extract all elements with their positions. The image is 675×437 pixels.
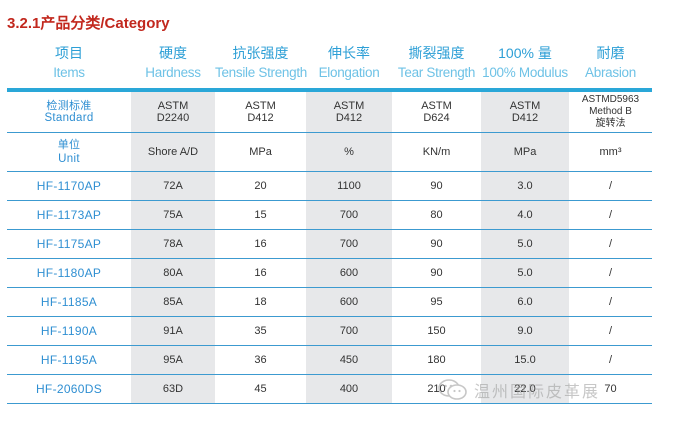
watermark-text: 温州国际皮革展: [474, 384, 601, 401]
cell-hardness: 63D: [131, 374, 215, 404]
section-title: 3.2.1产品分类/Category: [7, 15, 170, 32]
cell-model: HF-1190A: [7, 316, 131, 346]
cell-tensile: 16: [215, 229, 306, 259]
cell-abrasion: /: [569, 229, 652, 259]
header-row: 项目 Items 硬度 Hardness 抗张强度 Tensile Strength …: [7, 38, 652, 92]
cell-elongation: 700: [306, 200, 392, 230]
cell-elongation: 400: [306, 374, 392, 404]
cell-hardness: 78A: [131, 229, 215, 259]
cell-modulus: 4.0: [481, 200, 569, 230]
cell-model: HF-1185A: [7, 287, 131, 317]
cell-model: HF-1170AP: [7, 171, 131, 201]
product-row: HF-1175AP 78A 16 700 90 5.0/: [7, 229, 652, 259]
standard-label: 检测标准 Standard: [7, 90, 131, 133]
unit-modulus: MPa: [481, 132, 569, 172]
cell-hardness: 85A: [131, 287, 215, 317]
standard-modulus: ASTM D412: [481, 90, 569, 133]
cell-tear: 90: [392, 258, 481, 288]
product-row: HF-1185A 85A 18 600 95 6.0/: [7, 287, 652, 317]
unit-elongation: %: [306, 132, 392, 172]
cell-tear: 95: [392, 287, 481, 317]
cell-elongation: 700: [306, 229, 392, 259]
cell-tensile: 18: [215, 287, 306, 317]
cell-hardness: 80A: [131, 258, 215, 288]
cell-model: HF-1180AP: [7, 258, 131, 288]
cell-tear: 90: [392, 171, 481, 201]
standard-abrasion: ASTMD5963 Method B 旋转法: [569, 90, 652, 133]
cell-abrasion: /: [569, 171, 652, 201]
cell-tear: 180: [392, 345, 481, 375]
cell-modulus: 9.0: [481, 316, 569, 346]
header-hardness: 硬度 Hardness: [131, 38, 215, 92]
header-elongation: 伸长率 Elongation: [306, 38, 392, 92]
cell-tensile: 45: [215, 374, 306, 404]
cell-model: HF-1173AP: [7, 200, 131, 230]
cell-model: HF-2060DS: [7, 374, 131, 404]
cell-abrasion: /: [569, 316, 652, 346]
cell-tensile: 35: [215, 316, 306, 346]
wechat-icon: [438, 379, 467, 400]
header-tear-strength: 撕裂强度 Tear Strength: [392, 38, 481, 92]
cell-abrasion: /: [569, 200, 652, 230]
cell-elongation: 600: [306, 258, 392, 288]
cell-tensile: 20: [215, 171, 306, 201]
standard-tensile: ASTM D412: [215, 90, 306, 133]
cell-model: HF-1175AP: [7, 229, 131, 259]
cell-hardness: 95A: [131, 345, 215, 375]
product-row: HF-1190A 91A 35 700 150 9.0/: [7, 316, 652, 346]
cell-hardness: 72A: [131, 171, 215, 201]
cell-modulus: 6.0: [481, 287, 569, 317]
cell-tensile: 15: [215, 200, 306, 230]
cell-modulus: 15.0: [481, 345, 569, 375]
cell-modulus: 5.0: [481, 258, 569, 288]
standard-elongation: ASTM D412: [306, 90, 392, 133]
cell-abrasion: 70: [569, 374, 652, 404]
standard-hardness: ASTM D2240: [131, 90, 215, 133]
cell-elongation: 1100: [306, 171, 392, 201]
cell-tensile: 36: [215, 345, 306, 375]
header-tensile-strength: 抗张强度 Tensile Strength: [215, 38, 307, 92]
product-row: HF-1195A 95A 36 450 180 15.0/: [7, 345, 652, 375]
cell-modulus: 3.0: [481, 171, 569, 201]
cell-hardness: 75A: [131, 200, 215, 230]
wechat-watermark: 温州国际皮革展: [438, 378, 600, 402]
unit-abrasion: mm³: [569, 132, 652, 172]
cell-elongation: 700: [306, 316, 392, 346]
cell-tear: 150: [392, 316, 481, 346]
product-row: HF-1170AP 72A 20 1100 90 3.0/: [7, 171, 652, 201]
header-items: 项目 Items: [7, 38, 131, 92]
header-abrasion: 耐磨 Abrasion: [569, 38, 652, 92]
unit-tensile: MPa: [215, 132, 306, 172]
cell-tensile: 16: [215, 258, 306, 288]
cell-tear: 90: [392, 229, 481, 259]
header-modulus: 100% 量 100% Modulus: [481, 38, 569, 92]
unit-hardness: Shore A/D: [131, 132, 215, 172]
cell-modulus: 5.0: [481, 229, 569, 259]
product-row: HF-1173AP 75A 15 700 80 4.0/: [7, 200, 652, 230]
cell-tear: 80: [392, 200, 481, 230]
cell-abrasion: /: [569, 287, 652, 317]
cell-modulus: 22.0: [481, 374, 569, 404]
unit-tear: KN/m: [392, 132, 481, 172]
cell-abrasion: /: [569, 345, 652, 375]
standard-tear: ASTM D624: [392, 90, 481, 133]
cell-abrasion: /: [569, 258, 652, 288]
cell-model: HF-1195A: [7, 345, 131, 375]
cell-hardness: 91A: [131, 316, 215, 346]
cell-elongation: 450: [306, 345, 392, 375]
category-table: 项目 Items 硬度 Hardness 抗张强度 Tensile Strength …: [7, 38, 652, 404]
unit-label: 单位 Unit: [7, 132, 131, 172]
unit-row: 单位 Unit Shore A/D MPa % KN/m MPa mm³: [7, 132, 652, 172]
cell-elongation: 600: [306, 287, 392, 317]
standard-row: 检测标准 Standard ASTM D2240 ASTM D412 ASTM D412…: [7, 90, 652, 133]
product-row: HF-1180AP 80A 16 600 90 5.0/: [7, 258, 652, 288]
